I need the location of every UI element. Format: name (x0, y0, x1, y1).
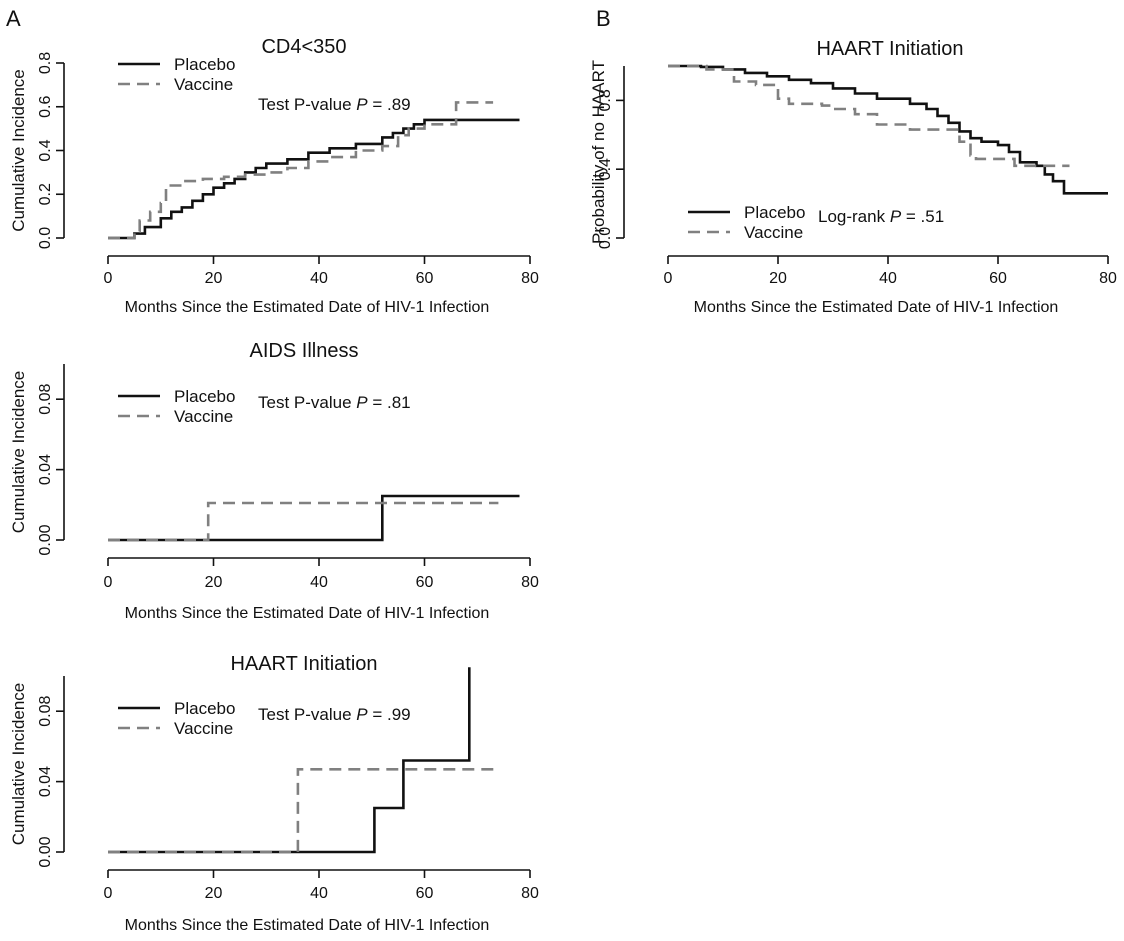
y-tick-label: 0.8 (597, 89, 614, 111)
x-tick-label: 0 (664, 270, 673, 287)
p-value-prefix: Test P-value (258, 705, 356, 724)
series-line-vaccine (668, 64, 1070, 168)
y-tick-label: 0.6 (37, 96, 54, 118)
y-axis-label: Cumulative Incidence (9, 371, 28, 534)
p-value-prefix: Log-rank (818, 207, 890, 226)
x-tick-label: 60 (416, 574, 434, 591)
x-tick-label: 20 (769, 270, 787, 287)
p-value-prefix: Test P-value (258, 393, 356, 412)
series-line-vaccine (108, 768, 499, 854)
x-tick-label: 80 (521, 574, 539, 591)
x-axis-label: Months Since the Estimated Date of HIV-1… (694, 299, 1059, 316)
y-tick-label: 0.0 (37, 227, 54, 249)
x-tick-label: 20 (205, 885, 223, 902)
x-axis-label: Months Since the Estimated Date of HIV-1… (125, 299, 490, 316)
legend-label-placebo: Placebo (744, 203, 805, 222)
y-axis-label: Probability of no HAART (589, 60, 608, 244)
y-tick-label: 0.08 (37, 384, 54, 415)
chart-haart-b: HAART Initiation 0 20 40 60 80 0.0 0.4 0.8 Months… (589, 38, 1117, 316)
x-tick-label: 0 (104, 885, 113, 902)
x-tick-label: 20 (205, 270, 223, 287)
p-value-annotation: Test P-value P = .81 (258, 393, 411, 412)
x-axis-label: Months Since the Estimated Date of HIV-1… (125, 917, 490, 934)
chart-cd4: CD4<350 0 20 40 60 80 0.0 0.2 0.4 0.6 0.8 Months Si… (9, 36, 539, 316)
p-value: = .51 (901, 207, 944, 226)
panel-label-a: A (6, 6, 21, 31)
chart-title: HAART Initiation (816, 38, 963, 60)
chart-title: CD4<350 (261, 36, 346, 58)
p-value: = .89 (368, 95, 411, 114)
y-tick-label: 0.00 (37, 836, 54, 867)
p-value-annotation: Log-rank P = .51 (818, 207, 944, 226)
panel-label-b: B (596, 6, 611, 31)
x-tick-label: 0 (104, 270, 113, 287)
x-tick-label: 80 (521, 885, 539, 902)
p-symbol: P (356, 705, 368, 724)
x-tick-label: 40 (310, 885, 328, 902)
y-tick-label: 0.4 (597, 158, 614, 180)
legend-label-placebo: Placebo (174, 387, 235, 406)
x-axis-label: Months Since the Estimated Date of HIV-1… (125, 605, 490, 622)
chart-title: HAART Initiation (230, 653, 377, 675)
p-value: = .99 (368, 705, 411, 724)
charts: CD4<350 0 20 40 60 80 0.0 0.2 0.4 0.6 0.8 Months Si… (9, 36, 1117, 934)
series-line-placebo (108, 494, 520, 542)
x-tick-label: 40 (310, 270, 328, 287)
x-tick-label: 60 (416, 270, 434, 287)
p-value-annotation: Test P-value P = .89 (258, 95, 411, 114)
y-tick-label: 0.04 (37, 766, 54, 797)
p-value-annotation: Test P-value P = .99 (258, 705, 411, 724)
legend-label-placebo: Placebo (174, 699, 235, 718)
x-tick-label: 0 (104, 574, 113, 591)
p-symbol: P (356, 95, 368, 114)
y-tick-label: 0.8 (37, 52, 54, 74)
y-tick-label: 0.08 (37, 696, 54, 727)
series-line-placebo (108, 118, 520, 240)
p-symbol: P (356, 393, 368, 412)
y-tick-label: 0.4 (37, 139, 54, 161)
y-axis-label: Cumulative Incidence (9, 69, 28, 232)
series-line-placebo (668, 64, 1108, 195)
x-tick-label: 60 (416, 885, 434, 902)
p-value: = .81 (368, 393, 411, 412)
y-tick-label: 0.00 (37, 524, 54, 555)
y-tick-label: 0.0 (597, 227, 614, 249)
x-tick-label: 40 (879, 270, 897, 287)
legend-label-vaccine: Vaccine (744, 223, 803, 242)
legend-label-vaccine: Vaccine (174, 75, 233, 94)
chart-aids: AIDS Illness 0 20 40 60 80 0.00 0.04 0.08 Months … (9, 340, 539, 622)
y-tick-label: 0.2 (37, 183, 54, 205)
series-line-placebo (108, 667, 471, 854)
x-tick-label: 20 (205, 574, 223, 591)
x-tick-label: 80 (521, 270, 539, 287)
x-tick-label: 40 (310, 574, 328, 591)
chart-haart-a: HAART Initiation 0 20 40 60 80 0.00 0.04 0.08 Mon… (9, 653, 539, 934)
x-tick-label: 80 (1099, 270, 1117, 287)
legend-label-vaccine: Vaccine (174, 719, 233, 738)
chart-title: AIDS Illness (250, 340, 359, 362)
p-symbol: P (890, 207, 902, 226)
p-value-prefix: Test P-value (258, 95, 356, 114)
y-tick-label: 0.04 (37, 454, 54, 485)
legend-label-placebo: Placebo (174, 55, 235, 74)
legend-label-vaccine: Vaccine (174, 407, 233, 426)
y-axis-label: Cumulative Incidence (9, 683, 28, 846)
series-line-vaccine (108, 501, 499, 542)
x-tick-label: 60 (989, 270, 1007, 287)
